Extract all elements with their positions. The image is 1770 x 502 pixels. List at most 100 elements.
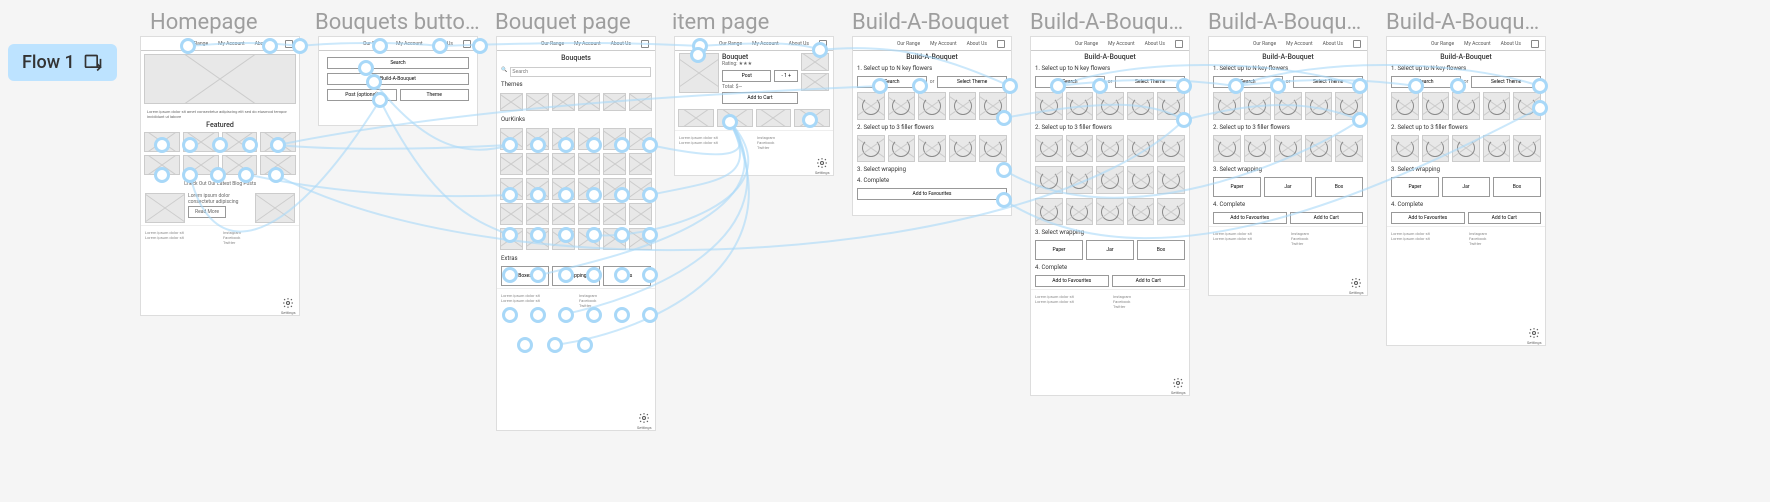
settings-gear[interactable]: Settings — [815, 157, 829, 171]
add-cart-button[interactable]: Add to Cart — [1468, 212, 1542, 224]
prototype-hotspot[interactable] — [1352, 112, 1368, 128]
frame-title[interactable]: Build-A-Bouqu… — [1386, 10, 1539, 35]
wireframe-thumb[interactable] — [500, 203, 523, 225]
prototype-hotspot[interactable] — [372, 92, 388, 108]
prototype-hotspot[interactable] — [586, 187, 602, 203]
wrap-option[interactable]: Paper — [1035, 240, 1083, 260]
wireframe-thumb[interactable] — [552, 153, 575, 175]
filler-option[interactable] — [857, 135, 885, 163]
prototype-hotspot[interactable] — [1532, 100, 1548, 116]
flower-option[interactable] — [949, 92, 977, 120]
prototype-hotspot[interactable] — [1270, 78, 1286, 94]
prototype-hotspot[interactable] — [182, 167, 198, 183]
add-cart-button[interactable]: Add to Cart — [1290, 212, 1364, 224]
flower-option[interactable] — [1244, 92, 1272, 120]
prototype-hotspot[interactable] — [586, 267, 602, 283]
filler-option[interactable] — [1335, 135, 1363, 163]
prototype-hotspot[interactable] — [212, 137, 228, 153]
wrap-option[interactable]: Jar — [1442, 177, 1490, 197]
nav-link[interactable]: Our Range — [1075, 41, 1098, 47]
nav-link[interactable]: Our Range — [1253, 41, 1276, 47]
filler-option[interactable] — [888, 135, 916, 163]
filler-option[interactable] — [1127, 135, 1155, 163]
post-dropdown[interactable]: Post — [722, 70, 771, 82]
flower-option[interactable] — [1127, 92, 1155, 120]
flow-badge[interactable]: Flow 1 — [8, 44, 117, 81]
filler-option[interactable] — [1483, 135, 1511, 163]
frame-title[interactable]: Bouquet page — [495, 10, 631, 35]
filler-option[interactable] — [1422, 135, 1450, 163]
wireframe-thumb[interactable] — [603, 153, 626, 175]
nav-link[interactable]: My Account — [218, 41, 244, 47]
wireframe-frame-bab-3[interactable]: Our Range My Account About Us Build-A-Bo… — [1208, 36, 1368, 296]
nav-link[interactable]: Our Range — [897, 41, 920, 47]
filler-option[interactable] — [1157, 166, 1185, 194]
nav-link[interactable]: About Us — [1501, 41, 1521, 47]
prototype-hotspot[interactable] — [1352, 78, 1368, 94]
flower-option[interactable] — [857, 92, 885, 120]
prototype-hotspot[interactable] — [996, 110, 1012, 126]
thumb[interactable] — [801, 73, 829, 91]
prototype-hotspot[interactable] — [812, 42, 828, 58]
filler-option[interactable] — [1157, 198, 1185, 226]
filler-option[interactable] — [1127, 198, 1155, 226]
filler-option[interactable] — [1035, 198, 1063, 226]
flower-option[interactable] — [1066, 92, 1094, 120]
settings-gear[interactable]: Settings — [1349, 277, 1363, 291]
prototype-hotspot[interactable] — [530, 307, 546, 323]
prototype-hotspot[interactable] — [530, 137, 546, 153]
frame-title[interactable]: Build-A-Bouqu… — [1208, 10, 1361, 35]
prototype-hotspot[interactable] — [642, 267, 658, 283]
wrap-option[interactable]: Jar — [1264, 177, 1312, 197]
prototype-hotspot[interactable] — [802, 112, 818, 128]
prototype-hotspot[interactable] — [502, 227, 518, 243]
theme-filter[interactable]: Theme — [400, 89, 470, 101]
add-cart-button[interactable]: Add to Cart — [1112, 275, 1186, 287]
filler-option[interactable] — [979, 135, 1007, 163]
add-fav-button[interactable]: Add to Favourites — [857, 188, 1007, 200]
flower-option[interactable] — [1483, 92, 1511, 120]
wrap-option[interactable]: Box — [1137, 240, 1185, 260]
prototype-hotspot[interactable] — [996, 162, 1012, 178]
bab-theme[interactable]: Select Theme — [1471, 76, 1541, 88]
wireframe-thumb[interactable] — [629, 93, 652, 111]
flower-option[interactable] — [1391, 92, 1419, 120]
read-more-button[interactable]: Read More — [188, 206, 226, 219]
prototype-hotspot[interactable] — [614, 267, 630, 283]
nav-link[interactable]: About Us — [1145, 41, 1165, 47]
prototype-hotspot[interactable] — [502, 307, 518, 323]
prototype-hotspot[interactable] — [292, 38, 308, 54]
filler-option[interactable] — [1513, 135, 1541, 163]
prototype-hotspot[interactable] — [577, 337, 593, 353]
prototype-hotspot[interactable] — [262, 38, 278, 54]
prototype-hotspot[interactable] — [996, 192, 1012, 208]
wireframe-thumb[interactable] — [552, 203, 575, 225]
settings-gear[interactable]: Settings — [637, 412, 651, 426]
wireframe-thumb[interactable] — [526, 153, 549, 175]
prototype-hotspot[interactable] — [586, 137, 602, 153]
prototype-hotspot[interactable] — [558, 307, 574, 323]
filler-option[interactable] — [1391, 135, 1419, 163]
flower-option[interactable] — [1213, 92, 1241, 120]
prototype-hotspot[interactable] — [154, 137, 170, 153]
nav-link[interactable]: My Account — [752, 41, 778, 47]
prototype-hotspot[interactable] — [372, 38, 388, 54]
wireframe-thumb[interactable] — [500, 93, 523, 111]
filler-option[interactable] — [1452, 135, 1480, 163]
nav-link[interactable]: My Account — [1286, 41, 1312, 47]
prototype-hotspot[interactable] — [502, 267, 518, 283]
search-input[interactable] — [510, 67, 651, 77]
settings-gear[interactable]: Settings — [1527, 327, 1541, 341]
prototype-hotspot[interactable] — [872, 78, 888, 94]
prototype-hotspot[interactable] — [1450, 78, 1466, 94]
filler-option[interactable] — [1127, 166, 1155, 194]
bab-theme[interactable]: Select Theme — [1115, 76, 1185, 88]
nav-link[interactable]: About Us — [1323, 41, 1343, 47]
frame-title[interactable]: Bouquets butto… — [315, 10, 480, 35]
nav-link[interactable]: About Us — [967, 41, 987, 47]
prototype-hotspot[interactable] — [547, 337, 563, 353]
filler-option[interactable] — [1305, 135, 1333, 163]
filler-option[interactable] — [1096, 198, 1124, 226]
filler-option[interactable] — [1066, 135, 1094, 163]
nav-link[interactable]: About Us — [789, 41, 809, 47]
